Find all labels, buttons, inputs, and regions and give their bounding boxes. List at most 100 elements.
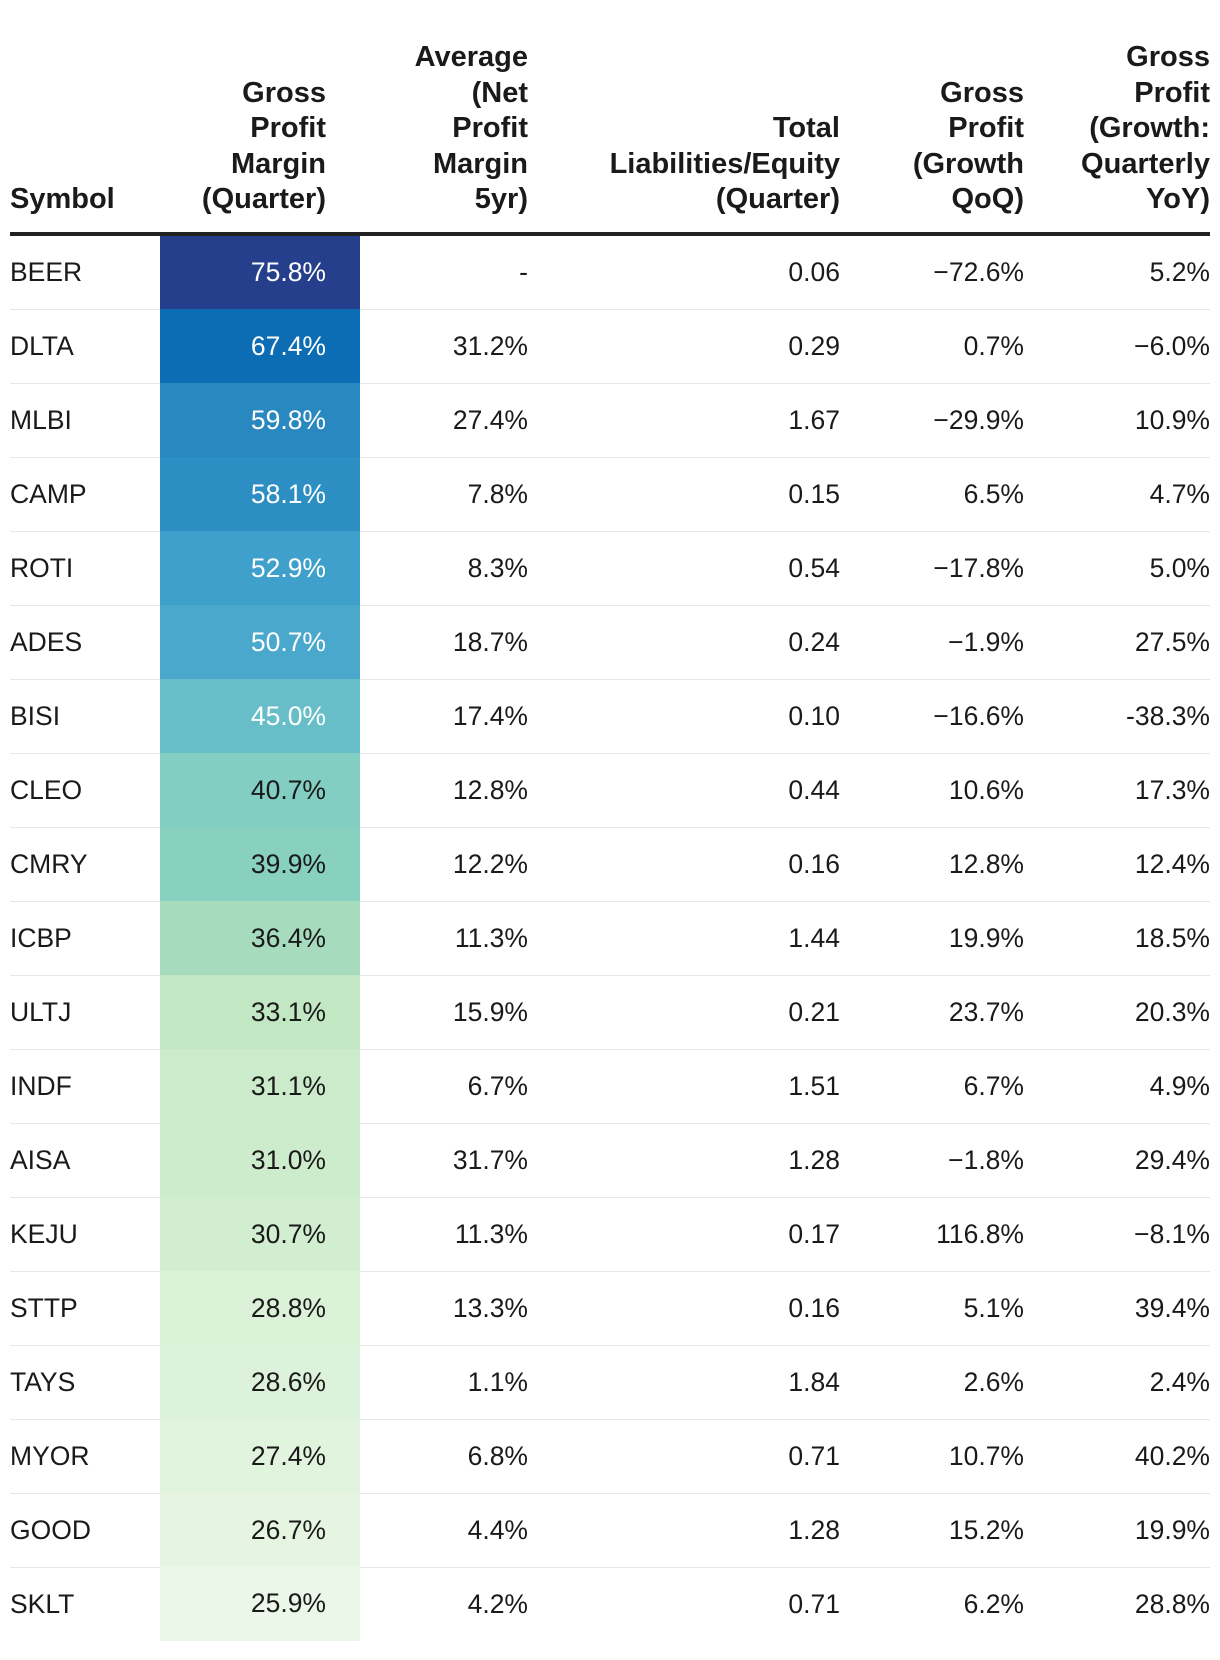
header-line: Total [772, 112, 840, 144]
cell-gp-qoq: 116.8% [840, 1197, 1024, 1272]
cell-gpm: 58.1% [160, 457, 360, 531]
cell-gp-qoq: 6.7% [840, 1049, 1024, 1124]
cell-avg-npm: 27.4% [360, 383, 528, 458]
cell-avg-npm: 1.1% [360, 1345, 528, 1420]
table-row: AISA 31.0% 31.7% 1.28 −1.8% 29.4% [10, 1123, 1210, 1198]
column-header-avg-npm: Average (Net Profit Margin 5yr) [360, 40, 528, 236]
cell-symbol: ICBP [10, 901, 160, 976]
cell-gp-qoq: 23.7% [840, 975, 1024, 1050]
cell-gp-yoy: 28.8% [1134, 1588, 1210, 1619]
header-line: Margin [432, 147, 528, 180]
cell-avg-npm: 11.3% [360, 901, 528, 976]
cell-avg-npm: 18.7% [360, 605, 528, 680]
header-line: Gross [242, 76, 326, 109]
cell-gpm: 27.4% [160, 1419, 360, 1493]
header-line: (Quarter) [201, 183, 326, 215]
cell-gp-yoy: 39.4% [1024, 1271, 1210, 1346]
cell-avg-npm: 17.4% [360, 679, 528, 754]
cell-gpm: 45.0% [160, 679, 360, 753]
column-header-gpm: Gross Profit Margin (Quarter) [160, 40, 360, 236]
table-row: ULTJ 33.1% 15.9% 0.21 23.7% 20.3% [10, 975, 1210, 1050]
cell-tle: 1.84 [528, 1345, 840, 1420]
cell-avg-npm: 4.2% [467, 1588, 528, 1619]
cell-gp-yoy: 19.9% [1024, 1493, 1210, 1568]
cell-symbol: BEER [10, 233, 160, 310]
cell-gp-yoy: 5.0% [1024, 531, 1210, 606]
cell-avg-npm: 11.3% [360, 1197, 528, 1272]
cell-avg-npm: 6.7% [360, 1049, 528, 1124]
cell-gp-yoy: -38.3% [1024, 679, 1210, 754]
cell-gp-yoy: 20.3% [1024, 975, 1210, 1050]
cell-symbol: AISA [10, 1123, 160, 1198]
header-line: Margin [230, 147, 326, 180]
header-line: YoY) [1146, 183, 1210, 215]
table-row: ADES 50.7% 18.7% 0.24 −1.9% 27.5% [10, 605, 1210, 680]
cell-gpm: 52.9% [160, 531, 360, 605]
cell-gp-qoq: 6.5% [840, 457, 1024, 532]
cell-avg-npm: - [360, 233, 528, 310]
header-line: Profit [250, 112, 326, 144]
cell-gpm: 39.9% [160, 827, 360, 901]
cell-symbol: TAYS [10, 1345, 160, 1420]
cell-gp-qoq: 15.2% [840, 1493, 1024, 1568]
cell-tle: 0.17 [528, 1197, 840, 1272]
table-row: MLBI 59.8% 27.4% 1.67 −29.9% 10.9% [10, 383, 1210, 458]
header-line: Profit [948, 112, 1024, 144]
cell-symbol: ADES [10, 605, 160, 680]
cell-gp-qoq: 2.6% [840, 1345, 1024, 1420]
cell-avg-npm: 12.8% [360, 753, 528, 828]
table-row: CAMP 58.1% 7.8% 0.15 6.5% 4.7% [10, 457, 1210, 532]
cell-gp-yoy: 29.4% [1024, 1123, 1210, 1198]
cell-gpm: 75.8% [160, 233, 360, 309]
table-row: STTP 28.8% 13.3% 0.16 5.1% 39.4% [10, 1271, 1210, 1346]
cell-gpm: 50.7% [160, 605, 360, 679]
cell-avg-npm: 4.4% [360, 1493, 528, 1568]
cell-gpm: 26.7% [160, 1493, 360, 1567]
table-row: KEJU 30.7% 11.3% 0.17 116.8% −8.1% [10, 1197, 1210, 1272]
cell-symbol: CAMP [10, 457, 160, 532]
cell-gpm: 31.0% [160, 1123, 360, 1197]
cell-avg-npm: 6.8% [360, 1419, 528, 1494]
header-line: Symbol [10, 183, 115, 215]
cell-tle: 1.28 [528, 1123, 840, 1198]
cell-gp-qoq: −29.9% [840, 383, 1024, 458]
cell-tle: 0.54 [528, 531, 840, 606]
cell-symbol: MLBI [10, 383, 160, 458]
cell-tle: 0.29 [528, 309, 840, 384]
header-line: Profit [452, 112, 528, 144]
cell-symbol: BISI [10, 679, 160, 754]
cell-gp-qoq: 19.9% [840, 901, 1024, 976]
cell-tle: 0.15 [528, 457, 840, 532]
cell-symbol: ROTI [10, 531, 160, 606]
cell-gp-yoy: −8.1% [1024, 1197, 1210, 1272]
cell-symbol: INDF [10, 1049, 160, 1124]
cell-symbol: DLTA [10, 309, 160, 384]
cell-gp-qoq: 5.1% [840, 1271, 1024, 1346]
cell-gpm: 33.1% [160, 975, 360, 1049]
header-line: Liabilities/Equity [609, 147, 840, 180]
cell-gp-qoq: −1.9% [840, 605, 1024, 680]
header-line: Profit [1134, 76, 1210, 109]
table-body: BEER 75.8% -0.06 −72.6% 5.2% DLTA 67.4% 31.2% 0.… [10, 233, 1210, 1641]
cell-gp-qoq: 10.7% [840, 1419, 1024, 1494]
table-row: BISI 45.0% 17.4% 0.10 −16.6% -38.3% [10, 679, 1210, 754]
table-row: BEER 75.8% -0.06 −72.6% 5.2% [10, 233, 1210, 310]
cell-gp-yoy: 17.3% [1024, 753, 1210, 828]
cell-gp-yoy: 12.4% [1024, 827, 1210, 902]
table-row: ROTI 52.9% 8.3% 0.54 −17.8% 5.0% [10, 531, 1210, 606]
cell-tle: 1.44 [528, 901, 840, 976]
table-row: ICBP 36.4% 11.3% 1.44 19.9% 18.5% [10, 901, 1210, 976]
table-row: SKLT 25.9% 4.2% 0.71 6.2% 28.8% [10, 1567, 1210, 1641]
header-line: (Growth: [1089, 112, 1210, 144]
table-row: CLEO 40.7% 12.8% 0.44 10.6% 17.3% [10, 753, 1210, 828]
cell-gpm: 59.8% [160, 383, 360, 457]
header-line: 5yr) [474, 183, 528, 215]
cell-gpm: 25.9% [160, 1567, 360, 1641]
cell-gp-yoy: −6.0% [1024, 309, 1210, 384]
cell-symbol: STTP [10, 1271, 160, 1346]
cell-tle: 1.67 [528, 383, 840, 458]
cell-tle: 0.06 [528, 233, 840, 310]
cell-gp-yoy: 5.2% [1024, 233, 1210, 310]
cell-avg-npm: 12.2% [360, 827, 528, 902]
